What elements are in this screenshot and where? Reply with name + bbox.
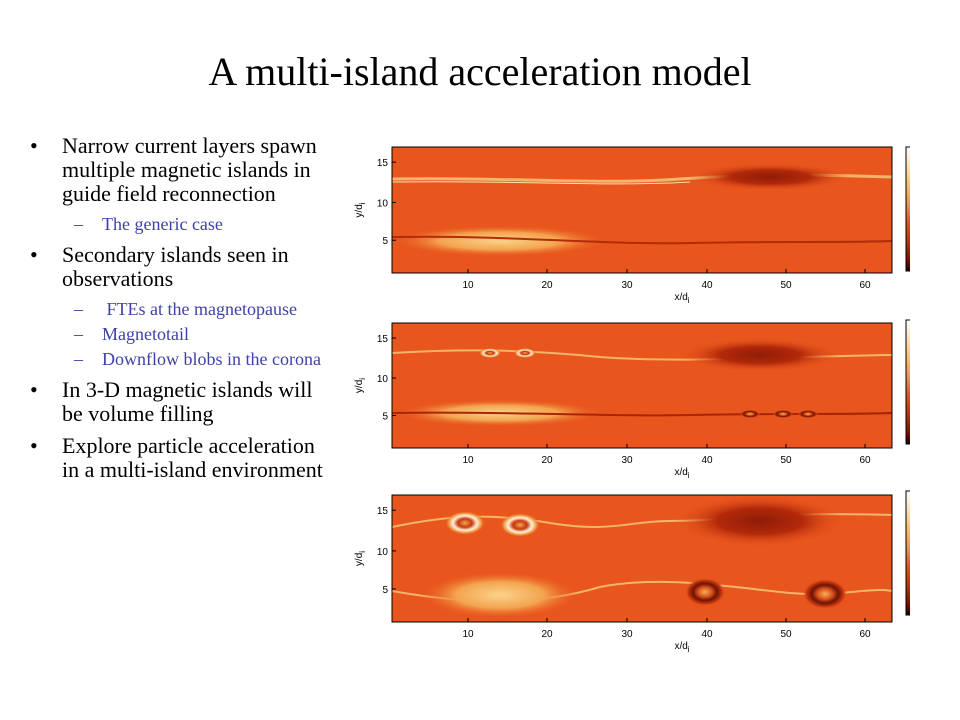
current-sheet [391, 181, 691, 185]
sub-bullet-dash: – [74, 299, 83, 319]
panel-3 [391, 495, 893, 622]
bullet-text: Explore particle acceleration in a multi… [62, 433, 323, 482]
simulation-figure: 102030405060x/di15105y/di3210-1-2-310203… [350, 135, 934, 665]
field-map [392, 323, 892, 448]
x-axis-label: x/di [674, 641, 689, 654]
x-tick-label: 40 [701, 455, 713, 466]
x-tick-label: 50 [780, 280, 792, 291]
bullet-dot: • [30, 377, 38, 402]
bullet-dot: • [30, 133, 38, 158]
x-axis-label: x/di [674, 292, 689, 305]
y-axis-label: y/di [354, 551, 367, 566]
sub-bullet-item: – FTEs at the magnetopause [62, 299, 335, 320]
x-axis-label: x/di [674, 467, 689, 480]
sub-bullet-item: – Magnetotail [62, 324, 335, 345]
sub-bullet-list: – FTEs at the magnetopause – Magnetotail… [62, 299, 335, 370]
bullet-item: • Secondary islands seen in observations… [30, 243, 335, 370]
bullet-item: • Narrow current layers spawn multiple m… [30, 134, 335, 235]
y-tick-label: 10 [377, 547, 389, 558]
y-tick-label: 10 [377, 374, 389, 385]
secondary-island [500, 513, 540, 537]
sub-bullet-item: – The generic case [62, 214, 335, 235]
bullet-text: Narrow current layers spawn multiple mag… [62, 133, 317, 206]
y-tick-label: 5 [382, 412, 388, 423]
x-tick-label: 50 [780, 629, 792, 640]
bullet-item: • In 3-D magnetic islands will be volume… [30, 378, 335, 426]
sub-bullet-text: Downflow blobs in the corona [102, 349, 321, 369]
x-tick-label: 10 [462, 629, 474, 640]
sub-bullet-text: Magnetotail [102, 324, 189, 344]
x-tick-label: 60 [859, 280, 871, 291]
sub-bullet-text: The generic case [102, 214, 223, 234]
magnetic-island [675, 495, 845, 547]
secondary-island [798, 410, 818, 418]
colorbar [905, 490, 921, 616]
x-tick-label: 40 [701, 280, 713, 291]
magnetic-island [680, 338, 840, 372]
magnetic-island [420, 571, 580, 619]
bullet-item: • Explore particle acceleration in a mul… [30, 434, 335, 482]
plot-frame [391, 322, 893, 449]
current-sheet [391, 235, 893, 245]
secondary-island [740, 410, 760, 418]
bullet-text: In 3-D magnetic islands will be volume f… [62, 377, 313, 426]
y-tick-label: 5 [382, 236, 388, 247]
secondary-island [514, 348, 536, 358]
sub-bullet-dash: – [74, 214, 83, 234]
secondary-island [803, 579, 847, 609]
y-tick-label: 15 [377, 334, 389, 345]
secondary-island [445, 511, 485, 535]
current-sheet [391, 411, 893, 417]
x-tick-label: 50 [780, 455, 792, 466]
x-tick-label: 30 [621, 629, 633, 640]
y-tick-label: 15 [377, 158, 389, 169]
bullet-dot: • [30, 433, 38, 458]
x-tick-label: 30 [621, 280, 633, 291]
secondary-island [479, 348, 501, 358]
x-tick-label: 10 [462, 455, 474, 466]
sub-bullet-item: – Downflow blobs in the corona [62, 349, 335, 370]
sub-bullet-list: – The generic case [62, 214, 335, 235]
slide-title: A multi-island acceleration model [208, 49, 752, 94]
bullet-text: Secondary islands seen in observations [62, 242, 289, 291]
magnetic-island [690, 163, 850, 191]
colorbar [905, 146, 921, 272]
x-tick-label: 20 [541, 455, 553, 466]
x-tick-label: 10 [462, 280, 474, 291]
y-tick-label: 10 [377, 198, 389, 209]
x-tick-label: 20 [541, 280, 553, 291]
x-tick-label: 20 [541, 629, 553, 640]
x-tick-label: 60 [859, 629, 871, 640]
colorbar [905, 319, 921, 445]
y-tick-label: 5 [382, 585, 388, 596]
sub-bullet-dash: – [74, 324, 83, 344]
x-tick-label: 40 [701, 629, 713, 640]
secondary-island [773, 410, 793, 418]
plot-frame [391, 146, 893, 274]
secondary-island [685, 578, 725, 606]
plot-frame [391, 494, 893, 623]
sub-bullet-dash: – [74, 349, 83, 369]
y-axis-label: y/di [354, 202, 367, 217]
panel-1 [390, 147, 893, 273]
x-tick-label: 30 [621, 455, 633, 466]
bullet-dot: • [30, 242, 38, 267]
bullet-list: • Narrow current layers spawn multiple m… [30, 134, 335, 490]
sub-bullet-text: FTEs at the magnetopause [102, 299, 297, 319]
magnetic-island [390, 225, 610, 257]
panel-2 [391, 323, 893, 448]
x-tick-label: 60 [859, 455, 871, 466]
y-tick-label: 15 [377, 506, 389, 517]
y-axis-label: y/di [354, 378, 367, 393]
